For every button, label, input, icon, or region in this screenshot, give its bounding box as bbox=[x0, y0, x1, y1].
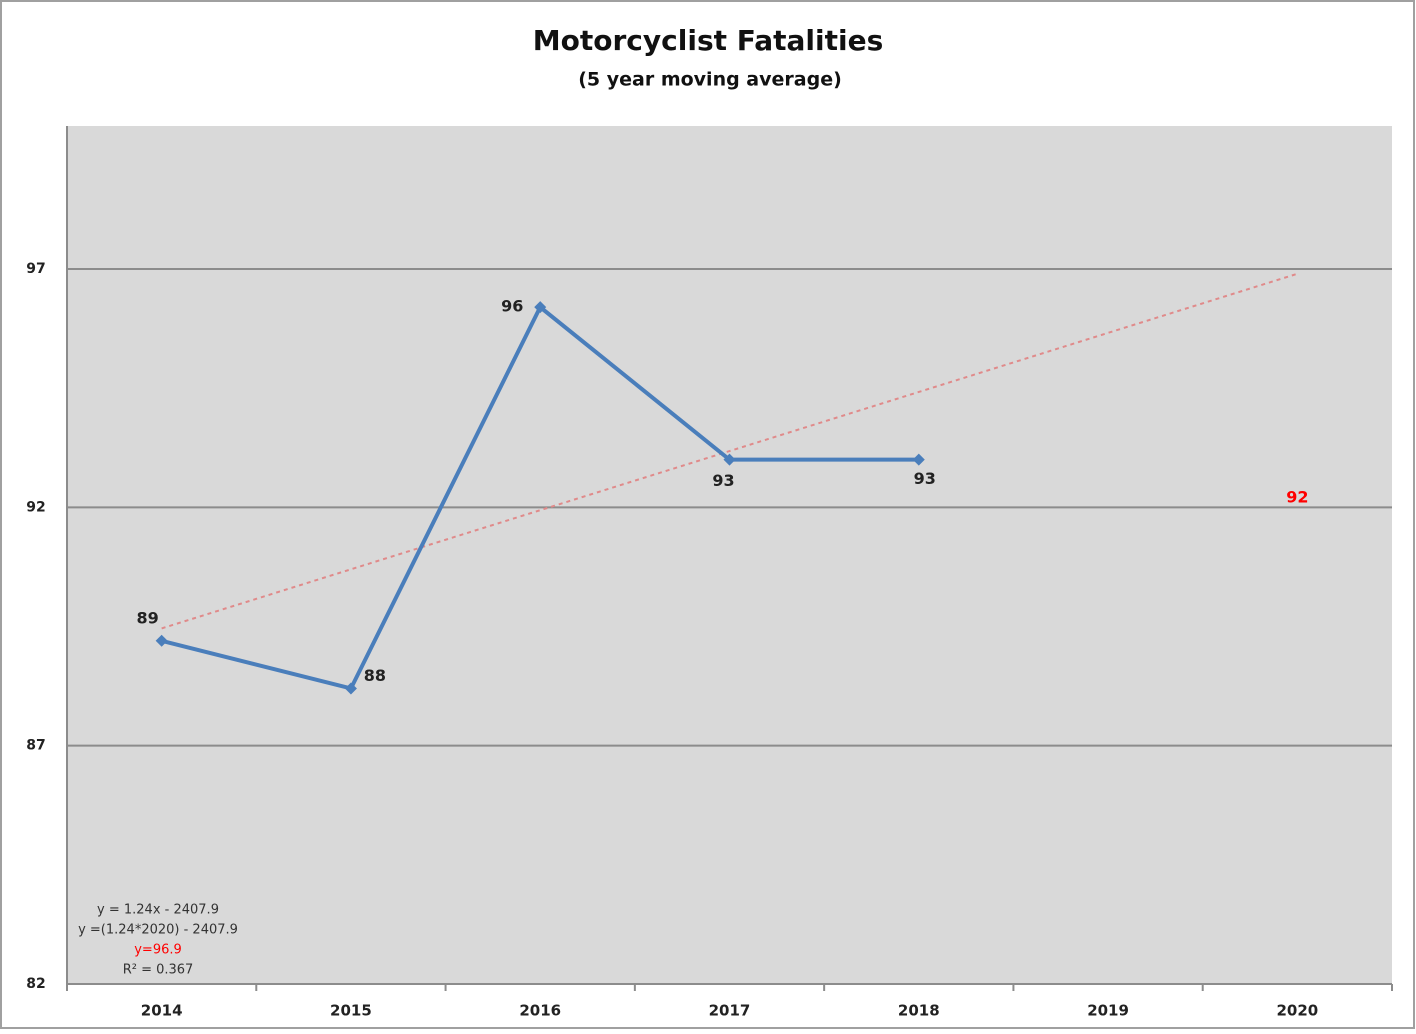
x-tick-label: 2015 bbox=[330, 1002, 372, 1020]
data-label: 93 bbox=[914, 469, 936, 488]
y-tick-label: 92 bbox=[26, 499, 45, 515]
point-marker bbox=[155, 634, 168, 647]
equation-line: R² = 0.367 bbox=[123, 963, 194, 978]
chart-title: Motorcyclist Fatalities bbox=[533, 24, 883, 57]
point-marker bbox=[534, 301, 547, 314]
y-tick-label: 82 bbox=[26, 976, 45, 992]
y-tick-label: 97 bbox=[26, 261, 45, 277]
point-marker bbox=[912, 453, 925, 466]
data-label: 88 bbox=[364, 666, 386, 685]
trendline bbox=[161, 272, 1298, 630]
target-label: 92 bbox=[1286, 487, 1308, 506]
x-tick-label: 2016 bbox=[519, 1002, 561, 1020]
plot-area bbox=[67, 126, 1392, 984]
data-label: 96 bbox=[501, 297, 523, 316]
x-tick-label: 2014 bbox=[141, 1002, 183, 1020]
x-tick-label: 2017 bbox=[709, 1002, 751, 1020]
equation-line: y = 1.24x - 2407.9 bbox=[97, 903, 219, 918]
equation-line: y =(1.24*2020) - 2407.9 bbox=[78, 923, 238, 938]
data-label: 89 bbox=[137, 608, 159, 627]
x-tick-label: 2019 bbox=[1087, 1002, 1129, 1020]
point-marker bbox=[723, 453, 736, 466]
data-label: 93 bbox=[712, 471, 734, 490]
y-tick-label: 87 bbox=[26, 738, 45, 754]
x-tick-label: 2020 bbox=[1276, 1002, 1318, 1020]
x-tick-label: 2018 bbox=[898, 1002, 940, 1020]
chart-subtitle: (5 year moving average) bbox=[578, 69, 842, 91]
point-marker bbox=[344, 682, 357, 695]
equation-line: y=96.9 bbox=[134, 943, 182, 958]
